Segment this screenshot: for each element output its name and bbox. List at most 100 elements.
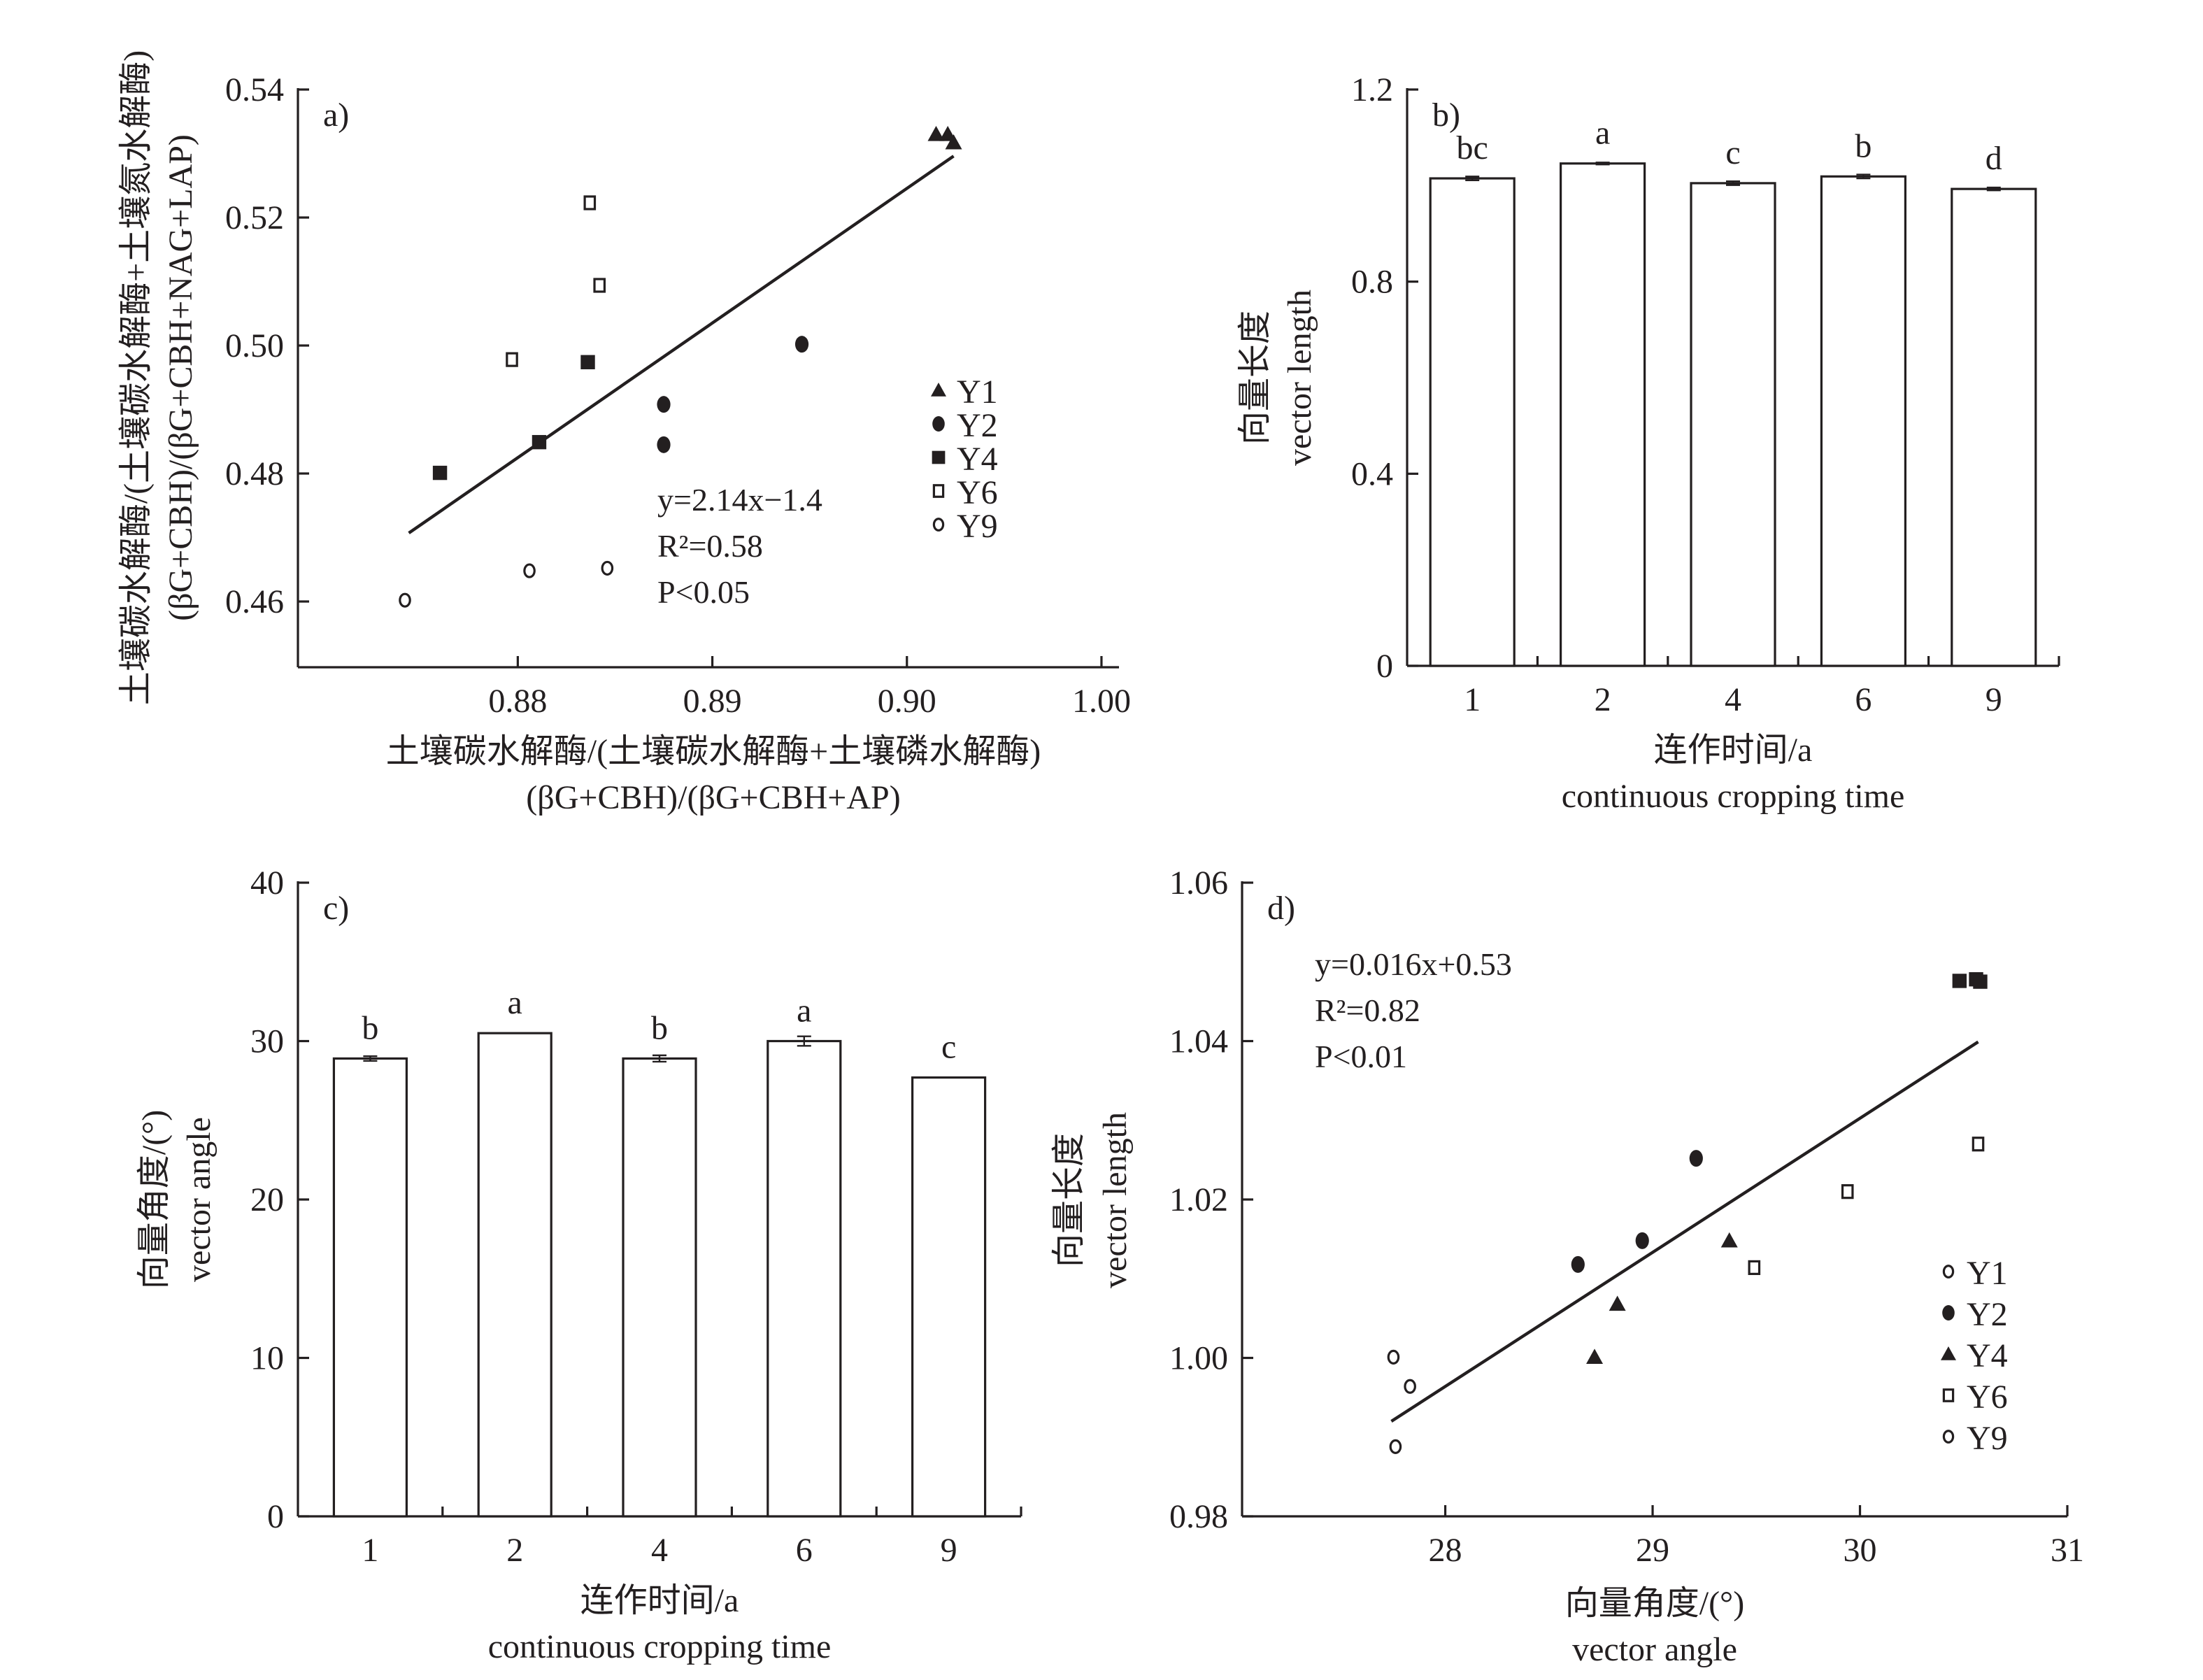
panel-a-y-label-cn: 土壤碳水解酶/(土壤碳水解酶+土壤氮水解酶) (117, 50, 155, 705)
panel-a-p-value: P<0.05 (657, 574, 750, 610)
panel-b-bar (1820, 175, 1906, 667)
panel-a-x-tick-label: 0.89 (683, 683, 742, 720)
panel-d-point-y1 (1404, 1379, 1416, 1394)
panel-a-equation: y=2.14x−1.4 (657, 482, 822, 518)
panel-b-bar (1560, 162, 1646, 667)
panel-b-x-tick-label: 2 (1595, 681, 1611, 718)
panel-d-y-tick-label: 1.02 (1169, 1181, 1228, 1218)
panel-d-legend-label-y1: Y1 (1967, 1255, 2008, 1292)
panel-a-point-y4 (432, 465, 448, 480)
panel-a-legend-label-y2: Y2 (957, 407, 998, 444)
panel-b-y-tick-label: 0.4 (1351, 455, 1393, 492)
panel-b-x-tick-label: 4 (1725, 681, 1741, 718)
panel-d-point-extra (1952, 974, 1967, 988)
panel-a-legend-label-y9: Y9 (957, 508, 998, 545)
panel-c-x-tick-label: 1 (362, 1532, 378, 1569)
panel-b-bar (1690, 182, 1776, 667)
panel-d-fit-line (1390, 1040, 1979, 1423)
panel-b-label: b) (1432, 97, 1460, 134)
panel-d-x-tick-label: 28 (1429, 1532, 1462, 1569)
panel-d-legend-label-y6: Y6 (1967, 1379, 2008, 1416)
panel-a-y-tick-label: 0.46 (225, 583, 284, 620)
panel-c-x-tick-label: 4 (651, 1532, 668, 1569)
panel-d-legend-marker-y9 (1942, 1430, 1955, 1444)
panel-b-y-tick-label: 1.2 (1351, 71, 1393, 108)
panel-a-y-tick-label: 0.50 (225, 327, 284, 364)
panel-d-legend-label-y9: Y9 (1967, 1420, 2008, 1457)
panel-d-legend-marker-y6 (1942, 1388, 1955, 1402)
panel-d-y-label-en: vector length (1097, 1112, 1134, 1288)
panel-d-y-tick-label: 1.00 (1169, 1340, 1228, 1377)
panel-a-r-squared: R²=0.58 (657, 528, 763, 564)
panel-b-significance-letter: a (1595, 115, 1610, 152)
panel-a-y-tick-label: 0.48 (225, 455, 284, 492)
panel-d-equation: y=0.016x+0.53 (1315, 946, 1512, 982)
panel-a-y-tick-label: 0.54 (225, 71, 284, 108)
panel-c-x-tick-label: 9 (941, 1532, 957, 1569)
panel-d-legend-marker-y2 (1942, 1305, 1955, 1320)
panel-a-legend-marker-y4 (932, 450, 946, 464)
panel-c-significance-letter: b (362, 1009, 378, 1046)
panel-d-y-tick-label: 0.98 (1169, 1498, 1228, 1535)
panel-a-label: a) (323, 97, 349, 134)
panel-a-point-y2 (794, 336, 809, 353)
panel-d-y-tick-label: 1.06 (1169, 864, 1228, 902)
panel-b-bar (1429, 177, 1516, 667)
panel-d-x-tick-label: 29 (1636, 1532, 1669, 1569)
panel-d-r-squared: R²=0.82 (1315, 992, 1420, 1028)
panel-c-bar (332, 1057, 408, 1518)
panel-b-y-tick-label: 0.8 (1351, 264, 1393, 301)
panel-d-y-label-cn: 向量长度 (1050, 1133, 1088, 1267)
panel-a-legend-label-y1: Y1 (957, 373, 998, 411)
panel-c-y-label-cn: 向量角度/(°) (136, 1110, 173, 1290)
panel-a-x-tick-label: 0.88 (488, 683, 547, 720)
panel-c-y-tick-label: 10 (250, 1340, 284, 1377)
panel-a-legend-label-y6: Y6 (957, 474, 998, 511)
panel-d-legend-label-y2: Y2 (1967, 1296, 2008, 1333)
panel-a-legend-marker-y2 (932, 416, 945, 432)
panel-c-y-tick-label: 30 (250, 1023, 284, 1060)
panel-d-y-tick-label: 1.04 (1169, 1023, 1228, 1060)
panel-c-significance-letter: c (941, 1029, 956, 1066)
panel-a-y-tick-label: 0.52 (225, 199, 284, 236)
panel-c-significance-letter: a (508, 984, 522, 1021)
panel-d-point-y4 (1586, 1348, 1604, 1364)
panel-a-legend-marker-y9 (932, 518, 945, 532)
panel-b-y-label-en: vector length (1281, 290, 1318, 466)
panel-b-x-tick-label: 1 (1464, 681, 1481, 718)
panel-a-legend-marker-y6 (932, 484, 945, 498)
panel-d-legend-label-y4: Y4 (1967, 1337, 2008, 1374)
panel-d-legend-marker-y1 (1942, 1265, 1955, 1279)
panel-b-significance-letter: bc (1457, 129, 1488, 166)
panel-a-point-y4 (580, 355, 595, 369)
panel-b-y-tick-label: 0 (1376, 648, 1393, 685)
panel-a-x-tick-label: 0.90 (878, 683, 936, 720)
panel-a-point-y6 (506, 352, 518, 367)
panel-c-y-label-en: vector angle (180, 1117, 218, 1282)
panel-c-x-label-en: continuous cropping time (488, 1628, 832, 1665)
panel-b-y-label-cn: 向量长度 (1236, 311, 1274, 445)
panel-a-x-label-en: (βG+CBH)/(βG+CBH+AP) (526, 779, 900, 816)
panel-a-x-label-cn: 土壤碳水解酶/(土壤碳水解酶+土壤磷水解酶) (386, 733, 1041, 770)
panel-d-point-y1 (1389, 1439, 1402, 1454)
panel-a-point-y1 (945, 134, 962, 150)
panel-c-bar (622, 1057, 697, 1518)
panel-a-x-tick-label: 1.00 (1072, 683, 1131, 720)
panel-c-bar (911, 1076, 987, 1518)
panel-d-label: d) (1267, 890, 1295, 927)
panel-b-significance-letter: c (1725, 134, 1740, 171)
panel-c-y-tick-label: 20 (250, 1181, 284, 1218)
panel-d-point-y6 (1972, 1137, 1985, 1152)
panel-b-x-tick-label: 9 (1985, 681, 2002, 718)
panel-c-significance-letter: b (651, 1009, 668, 1046)
panel-a-point-y9 (601, 560, 614, 576)
panel-a-point-y9 (523, 563, 536, 578)
panel-d-point-y6 (1748, 1260, 1761, 1275)
panel-d-point-y2 (1571, 1255, 1585, 1273)
panel-d-legend-marker-y4 (1941, 1346, 1956, 1360)
panel-d-point-y4 (1609, 1295, 1626, 1311)
panel-c-label: c) (323, 890, 349, 927)
panel-d-x-tick-label: 31 (2051, 1532, 2084, 1569)
panel-a-y-label-en: (βG+CBH)/(βG+CBH+NAG+LAP) (162, 134, 199, 621)
